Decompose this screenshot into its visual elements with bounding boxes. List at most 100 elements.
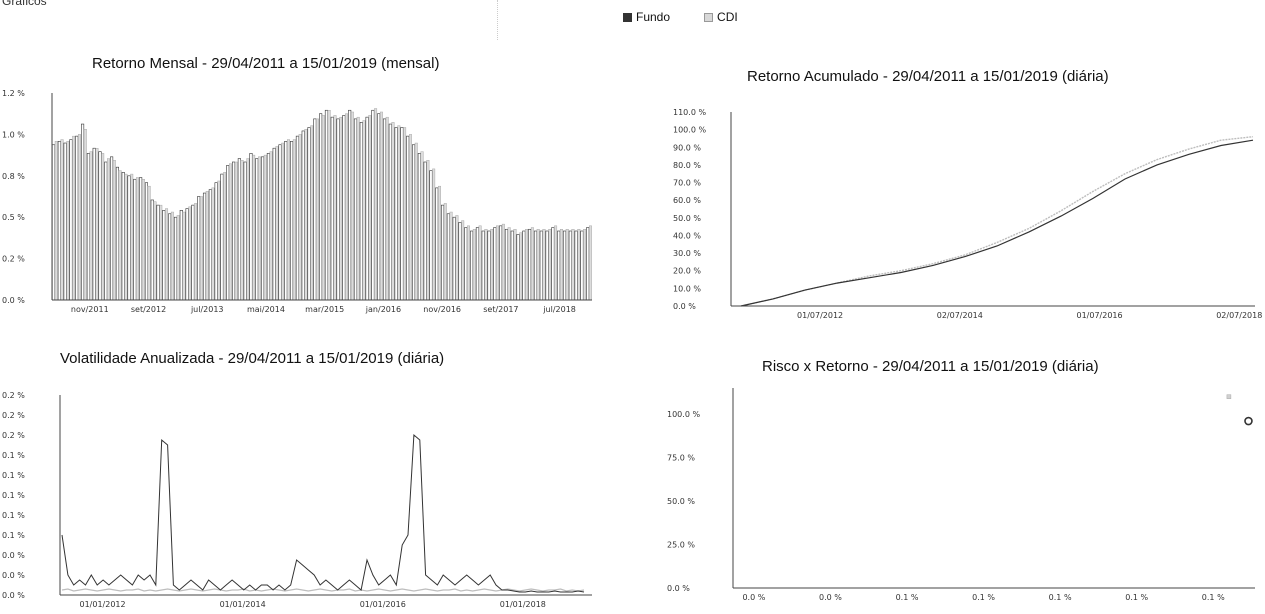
y-tick-label: 0.0 %: [2, 591, 25, 600]
bar-fundo: [458, 222, 462, 301]
bar-cdi: [356, 116, 360, 301]
x-tick-label: set/2017: [483, 305, 518, 314]
bar-cdi: [112, 160, 116, 301]
chart-svg-risco-retorno: 0.0 % 25.0 % 50.0 % 75.0 % 100.0 % 0.0 % 0.0 %…: [667, 388, 1255, 602]
bar-cdi: [240, 160, 244, 301]
bar-fundo: [150, 199, 154, 301]
y-tick-label: 50.0 %: [673, 214, 701, 223]
bar-cdi: [542, 229, 546, 301]
bar-cdi: [565, 229, 569, 301]
x-tick-label: 01/07/2016: [1076, 311, 1122, 320]
bar-cdi: [78, 134, 81, 301]
bar-fundo: [441, 204, 445, 301]
chart-svg-volatilidade: 0.0 % 0.0 % 0.0 % 0.1 % 0.1 % 0.1 % 0.1 % 0.1 %…: [2, 391, 592, 609]
y-tick-label: 25.0 %: [667, 541, 695, 550]
y-tick-label: 100.0 %: [667, 410, 700, 419]
bar-cdi: [577, 229, 581, 301]
bar-fundo: [255, 158, 259, 301]
x-tick-label: 0.1 %: [1049, 593, 1072, 602]
bar-cdi: [467, 225, 470, 301]
bar-fundo: [92, 147, 96, 301]
bar-fundo: [249, 153, 253, 301]
bar-fundo: [470, 230, 474, 301]
bar-cdi: [327, 110, 331, 301]
y-tick-label: 10.0 %: [673, 284, 701, 293]
bar-fundo: [359, 122, 363, 301]
legend-item-fundo[interactable]: Fundo: [623, 10, 670, 24]
bar-cdi: [124, 173, 128, 301]
bar-fundo: [214, 182, 218, 301]
bar-fundo: [342, 115, 346, 301]
bar-fundo: [336, 118, 340, 301]
x-tick-label: set/2012: [131, 305, 166, 314]
bar-cdi: [426, 160, 430, 301]
bar-fundo: [545, 230, 549, 301]
bar-cdi: [188, 206, 192, 301]
bar-fundo: [110, 156, 114, 301]
bar-fundo: [179, 210, 183, 301]
chart-title: Retorno Acumulado - 29/04/2011 a 15/01/2…: [747, 68, 1109, 85]
bar-fundo: [284, 141, 288, 301]
x-tick-label: 0.1 %: [972, 593, 995, 602]
x-tick-label: 01/01/2016: [360, 600, 406, 609]
bar-cdi: [414, 142, 418, 301]
bar-fundo: [144, 182, 149, 301]
chart-title: Risco x Retorno - 29/04/2011 a 15/01/201…: [762, 358, 1099, 375]
bar-fundo: [475, 227, 479, 301]
bar-cdi: [316, 118, 319, 301]
bar-cdi: [484, 229, 488, 301]
bar-cdi: [153, 201, 157, 301]
bar-cdi: [298, 134, 302, 301]
bar-fundo: [243, 161, 247, 301]
bar-fundo: [261, 156, 265, 301]
bar-fundo: [63, 142, 67, 301]
bar-cdi: [490, 229, 494, 301]
bar-fundo: [394, 127, 398, 301]
bar-cdi: [420, 151, 424, 301]
y-tick-label: 0.5 %: [2, 213, 25, 222]
point-cdi: [1226, 394, 1232, 399]
bar-cdi: [54, 141, 58, 301]
y-tick-label: 0.1 %: [2, 471, 25, 480]
bar-fundo: [295, 135, 299, 301]
bar-cdi: [449, 211, 453, 301]
bar-cdi: [107, 158, 110, 301]
bar-fundo: [51, 144, 56, 301]
chart-title: Volatilidade Anualizada - 29/04/2011 a 1…: [60, 350, 445, 367]
bar-fundo: [104, 161, 108, 301]
bar-cdi: [211, 187, 215, 301]
bar-fundo: [232, 161, 236, 301]
bar-cdi: [252, 154, 256, 301]
legend: Fundo CDI: [623, 10, 738, 24]
bar-fundo: [86, 153, 90, 301]
bar-fundo: [522, 230, 526, 301]
bar-cdi: [478, 225, 482, 301]
y-tick-label: 40.0 %: [673, 231, 701, 240]
bar-fundo: [266, 153, 270, 301]
bar-fundo: [429, 170, 433, 301]
y-tick-label: 0.2 %: [2, 391, 25, 400]
bar-cdi: [443, 203, 447, 301]
bar-fundo: [388, 123, 392, 301]
bar-fundo: [400, 127, 404, 301]
x-tick-label: mai/2014: [247, 305, 285, 314]
bar-cdi: [130, 173, 134, 301]
legend-item-cdi[interactable]: CDI: [704, 10, 738, 24]
bar-cdi: [496, 225, 499, 301]
y-tick-label: 0.1 %: [2, 531, 25, 540]
bar-fundo: [487, 230, 491, 301]
bar-cdi: [379, 111, 383, 301]
chart-svg-mensal: 0.0 % 0.2 % 0.5 % 0.8 % 1.0 % 1.2 % nov/2011 se…: [2, 89, 592, 314]
bar-fundo: [365, 116, 369, 301]
y-tick-label: 90.0 %: [673, 143, 701, 152]
bar-cdi: [246, 158, 250, 301]
bar-cdi: [472, 229, 476, 301]
bar-fundo: [313, 118, 317, 301]
bar-cdi: [95, 147, 99, 301]
bar-cdi: [118, 170, 122, 301]
bar-cdi: [281, 142, 285, 301]
bar-cdi: [554, 225, 558, 301]
chart-volatilidade: Volatilidade Anualizada - 29/04/2011 a 1…: [0, 350, 600, 614]
x-tick-label: mar/2015: [305, 305, 344, 314]
bar-fundo: [348, 109, 352, 301]
